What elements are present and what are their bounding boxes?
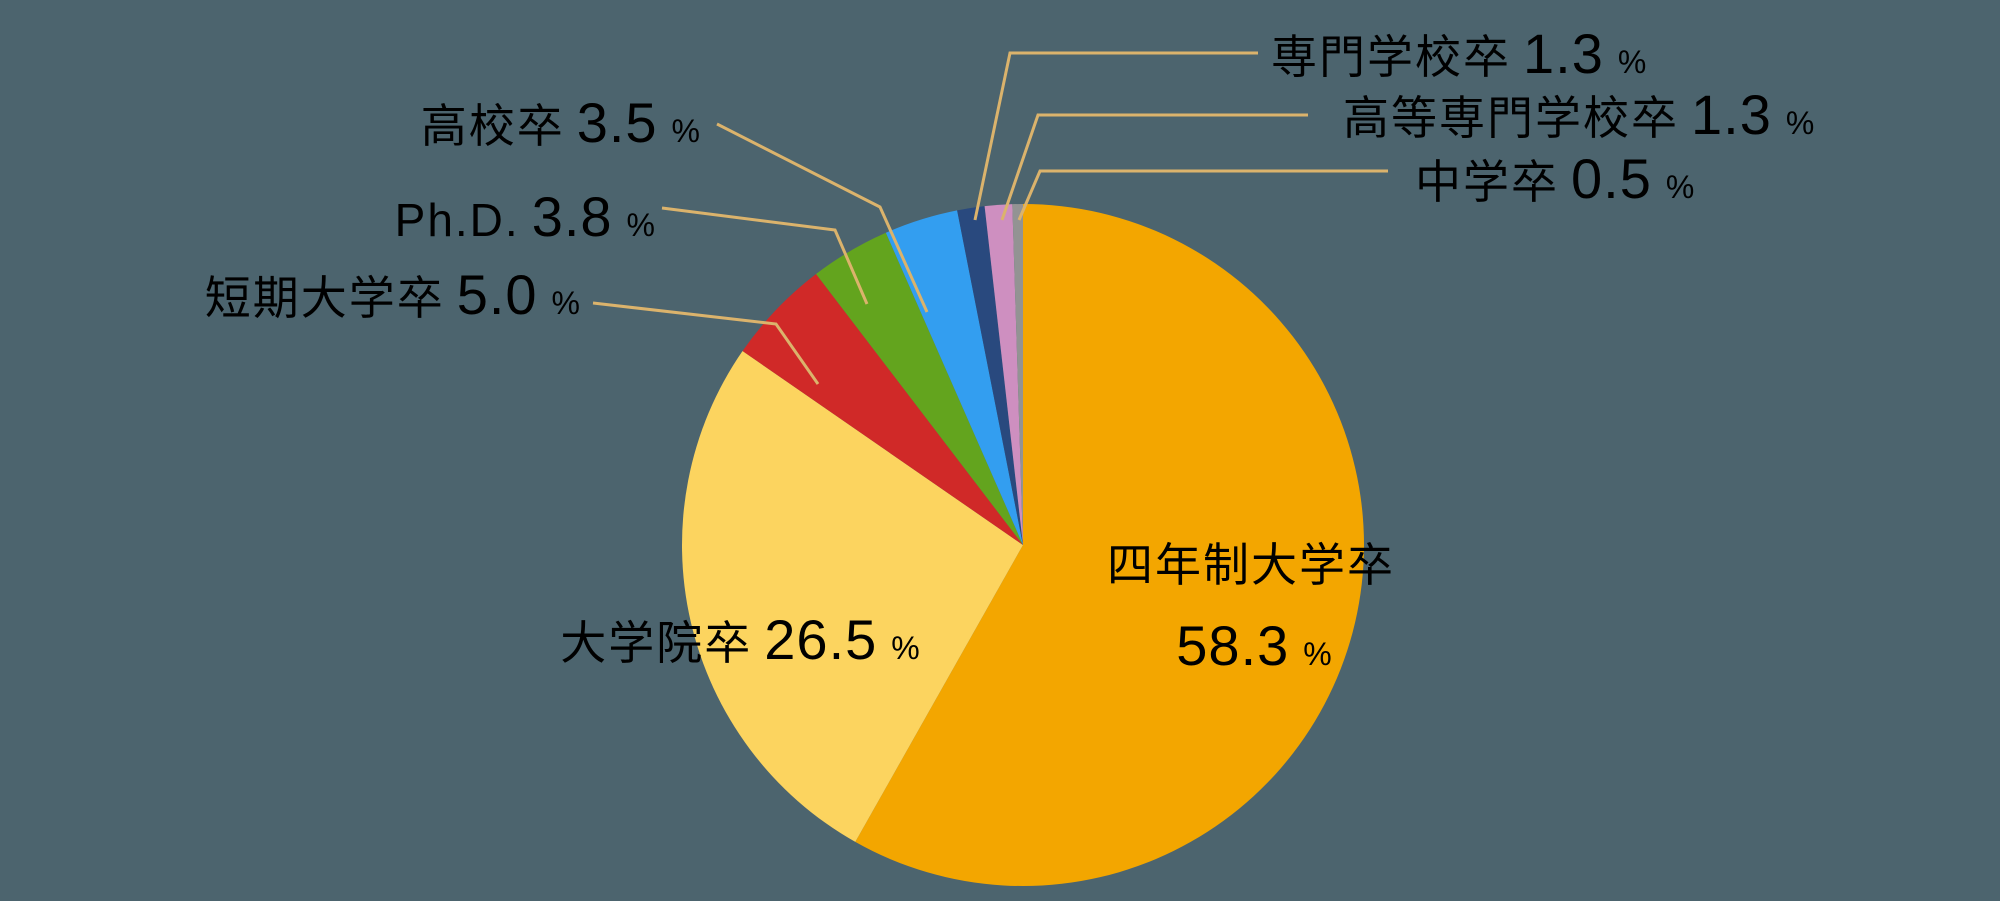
slice-label-high-school: 高校卒 3.5 % [421,95,700,151]
slice-value: 5.0 [456,263,538,326]
leader-line-junior-high-school [1017,169,1388,221]
slice-value-four-year-university: 58.3 % [1176,618,1331,674]
percent-sign: % [1785,105,1815,141]
leader-line-high-school [716,122,929,313]
slice-label-four-year-university: 四年制大学卒 [1107,542,1395,588]
slice-label-junior-college: 短期大学卒 5.0 % [205,267,580,323]
pie-slice-vocational-school [957,206,1023,546]
slice-label-technical-college: 高等専門学校卒 1.3 % [1343,87,1814,143]
slice-name: 短期大学卒 [204,272,445,324]
slice-value: 3.8 [531,185,613,248]
percent-sign: % [551,285,580,321]
pie-slice-junior-high-school [1012,204,1023,545]
leader-line-technical-college [1000,113,1308,221]
slice-name: 高等専門学校卒 [1343,92,1679,144]
leader-line-vocational-school [973,51,1258,221]
slice-name: 専門学校卒 [1271,31,1511,83]
pie-slice-junior-college [742,273,1023,545]
slice-name: 大学院卒 [560,617,753,669]
percent-sign: % [891,630,920,666]
percent-sign: % [671,113,700,149]
slice-name: 高校卒 [420,100,565,152]
slice-label-vocational-school: 専門学校卒 1.3 % [1271,26,1646,82]
pie-slice-phd [816,232,1023,546]
pie-slice-technical-college [984,204,1023,546]
percent-sign: % [626,207,655,243]
slice-value: 0.5 [1571,147,1652,210]
slice-label-phd: Ph.D. 3.8 % [395,189,655,245]
percent-sign: % [1665,169,1695,205]
percent-sign: % [1303,636,1332,672]
leader-line-junior-college [592,301,820,385]
slice-value: 58.3 [1176,614,1290,677]
pie-slice-graduate-school [681,351,1023,842]
leader-line-phd [661,206,869,305]
slice-value: 3.5 [576,91,658,154]
slice-label-graduate-school: 大学院卒 26.5 % [560,612,919,668]
slice-label-junior-high-school: 中学卒 0.5 % [1415,151,1694,207]
pie-slice-four-year-university [855,204,1364,886]
slice-value: 26.5 [764,608,878,671]
percent-sign: % [1617,44,1647,80]
slice-name: 四年制大学卒 [1107,539,1395,591]
slice-name: 中学卒 [1415,156,1559,208]
slice-value: 1.3 [1691,83,1772,146]
slice-name: Ph.D. [394,194,520,246]
slice-value: 1.3 [1523,22,1604,85]
